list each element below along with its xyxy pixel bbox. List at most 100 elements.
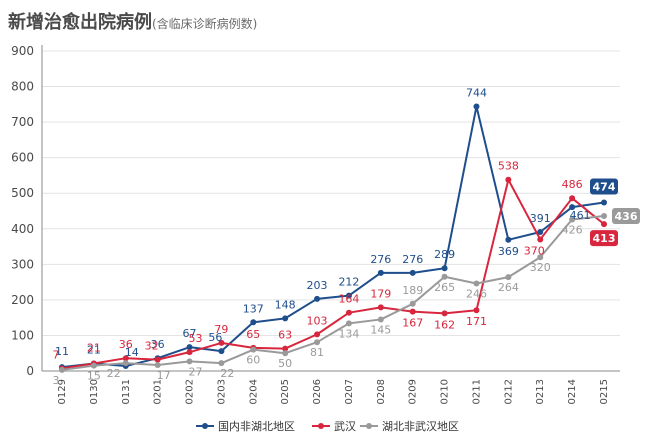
data-label-hubei: 60 [246,354,260,367]
data-label-wuhan: 179 [370,287,391,300]
data-label-hubei: 50 [278,357,292,370]
data-point-wuhan [377,304,384,311]
data-point-wuhan [218,339,225,346]
x-tick-label: 0202 [185,379,196,404]
data-label-hubei: 27 [189,365,203,378]
x-tick-label: 0214 [567,379,578,404]
data-label-wuhan: 79 [214,323,228,336]
data-point-wuhan [122,355,129,362]
data-label-wuhan: 370 [524,244,545,257]
x-tick-label: 0130 [89,379,100,404]
data-label-wuhan: 486 [562,178,583,191]
data-label-hubei: 15 [87,370,101,383]
data-label-hubei: 145 [370,323,391,336]
data-label-wuhan: 21 [87,342,101,355]
data-point-domestic [345,292,352,299]
end-label-wuhan: 413 [593,232,616,245]
data-label-hubei: 17 [157,369,171,382]
x-tick-label: 0211 [471,379,482,404]
y-tick-label: 0 [26,364,34,378]
x-tick-label: 0201 [153,379,164,404]
data-point-domestic [218,348,225,355]
data-point-hubei [90,362,97,369]
data-point-hubei [250,346,257,353]
data-point-domestic [569,204,576,211]
data-point-wuhan [409,308,416,315]
y-tick-label: 300 [11,257,34,271]
data-label-wuhan: 538 [498,160,519,173]
data-point-domestic [537,228,544,235]
data-label-wuhan: 167 [402,317,423,330]
data-label-domestic: 212 [338,276,359,289]
data-point-domestic [377,269,384,276]
data-point-hubei [505,274,512,281]
x-tick-label: 0212 [503,379,514,404]
end-label-box-domestic [590,178,618,195]
y-tick-label: 900 [11,44,34,58]
data-label-hubei: 22 [220,367,234,380]
data-label-domestic: 67 [183,327,197,340]
chart-title: 新增治愈出院病例(含临床诊断病例数) [8,8,257,34]
x-tick-label: 0129 [57,379,68,404]
data-point-wuhan [154,356,161,363]
data-label-wuhan: 7 [53,349,60,362]
data-point-hubei [409,300,416,307]
data-label-domestic: 148 [275,298,296,311]
data-point-wuhan [569,195,576,202]
data-point-domestic [250,319,257,326]
data-label-wuhan: 65 [246,328,260,341]
data-point-hubei [186,358,193,365]
data-label-hubei: 246 [466,288,487,301]
data-point-wuhan [473,307,480,314]
data-label-wuhan: 32 [145,340,159,353]
y-tick-label: 800 [11,80,34,94]
data-point-domestic [601,199,607,206]
data-label-hubei: 265 [434,281,455,294]
data-point-hubei [377,316,384,323]
data-point-hubei [601,212,607,219]
data-label-domestic: 369 [498,245,519,258]
data-label-domestic: 461 [570,209,591,222]
data-point-domestic [314,295,321,302]
data-label-hubei: 426 [562,224,583,237]
x-tick-label: 0210 [440,379,451,404]
legend-marker-wuhan [318,423,324,429]
data-label-hubei: 81 [310,346,324,359]
data-point-wuhan [505,176,512,183]
data-point-domestic [282,315,289,322]
x-tick-label: 0204 [248,379,259,404]
data-label-domestic: 14 [125,346,139,359]
data-point-hubei [314,339,321,346]
data-label-hubei: 320 [530,261,551,274]
data-label-wuhan: 164 [338,293,359,306]
data-label-hubei: 264 [498,281,519,294]
data-label-hubei: 3 [53,374,60,387]
data-label-domestic: 744 [466,86,487,99]
data-label-wuhan: 103 [307,314,328,327]
x-tick-label: 0131 [121,379,132,404]
series-line-hubei [61,214,605,371]
data-label-domestic: 56 [208,331,222,344]
data-point-hubei [218,360,225,367]
data-point-wuhan [314,331,321,338]
x-tick-label: 0215 [599,379,610,404]
data-point-wuhan [345,309,352,316]
x-tick-label: 0206 [312,379,323,404]
data-point-hubei [59,366,65,373]
data-label-domestic: 276 [402,253,423,266]
data-point-hubei [473,280,480,287]
y-tick-label: 400 [11,222,34,236]
data-point-domestic [505,236,512,243]
end-label-box-hubei [612,207,640,224]
data-point-wuhan [441,310,448,317]
data-label-hubei: 134 [338,327,359,340]
data-label-wuhan: 53 [189,332,203,345]
data-point-hubei [345,320,352,327]
data-point-domestic [186,344,193,351]
data-label-wuhan: 63 [278,329,292,342]
data-label-domestic: 276 [370,253,391,266]
data-label-hubei: 22 [107,367,121,380]
data-point-hubei [441,273,448,280]
data-label-domestic: 137 [243,302,264,315]
data-point-wuhan [537,236,544,243]
